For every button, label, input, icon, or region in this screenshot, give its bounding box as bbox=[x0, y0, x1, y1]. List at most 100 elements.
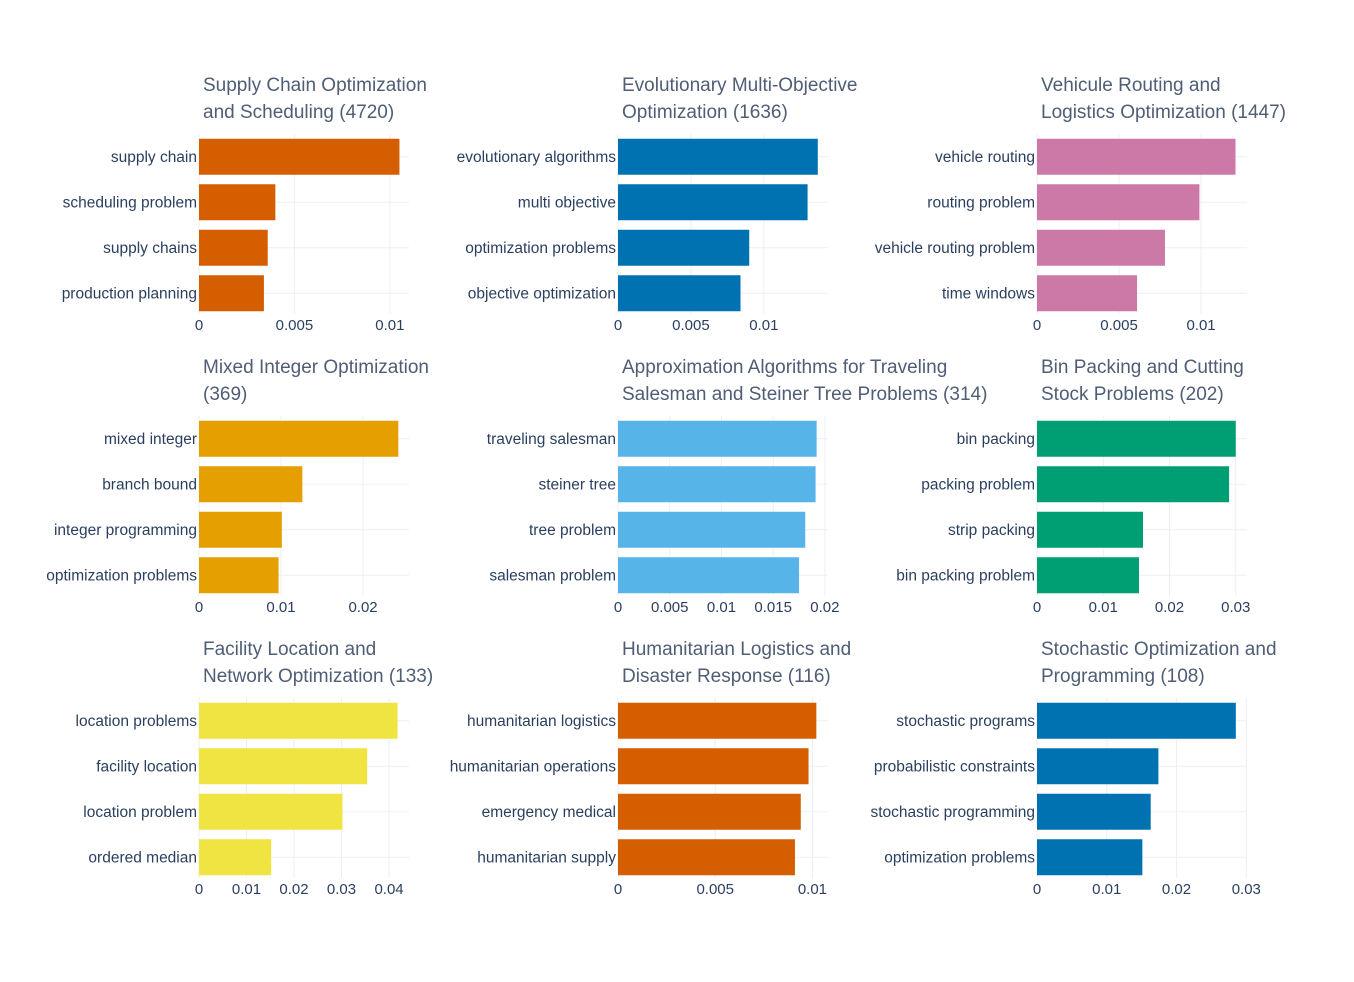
bar bbox=[199, 420, 399, 457]
category-label: vehicle routing bbox=[935, 149, 1035, 166]
category-label: evolutionary algorithms bbox=[457, 149, 617, 166]
subplot-title: Salesman and Steiner Tree Problems (314) bbox=[622, 384, 987, 405]
category-label: location problems bbox=[76, 713, 198, 730]
bar bbox=[618, 184, 808, 221]
category-label: routing problem bbox=[927, 194, 1035, 211]
x-tick-label: 0.005 bbox=[276, 317, 314, 334]
bar bbox=[199, 748, 368, 785]
bar bbox=[199, 702, 398, 739]
subplot: Bin Packing and Cutting Stock Problems (2… bbox=[896, 357, 1250, 616]
bar bbox=[199, 511, 282, 548]
bar bbox=[199, 466, 303, 503]
bar bbox=[618, 138, 818, 175]
category-label: bin packing problem bbox=[896, 567, 1035, 584]
category-label: ordered median bbox=[88, 849, 197, 866]
subplot-title: Humanitarian Logistics and bbox=[622, 639, 851, 660]
category-label: integer programming bbox=[54, 522, 197, 539]
x-tick-label: 0.015 bbox=[754, 599, 792, 616]
x-tick-label: 0.01 bbox=[1186, 317, 1215, 334]
category-label: steiner tree bbox=[538, 476, 616, 493]
category-label: optimization problems bbox=[884, 849, 1035, 866]
x-tick-label: 0 bbox=[614, 317, 622, 334]
x-tick-label: 0.01 bbox=[1089, 599, 1118, 616]
bar bbox=[1037, 275, 1138, 312]
category-label: salesman problem bbox=[489, 567, 616, 584]
category-label: time windows bbox=[942, 285, 1035, 302]
bar bbox=[618, 748, 809, 785]
subplot-title: Mixed Integer Optimization bbox=[203, 357, 429, 378]
subplot: Vehicule Routing and Logistics Optimizati… bbox=[875, 75, 1286, 334]
category-label: optimization problems bbox=[465, 240, 616, 257]
subplot-title: Evolutionary Multi-Objective bbox=[622, 75, 857, 96]
subplot-title: Facility Location and bbox=[203, 639, 376, 660]
bar bbox=[1037, 702, 1236, 739]
bar bbox=[618, 839, 795, 876]
x-tick-label: 0 bbox=[614, 881, 622, 898]
category-label: bin packing bbox=[957, 431, 1035, 448]
x-tick-label: 0 bbox=[1033, 881, 1041, 898]
x-tick-label: 0.005 bbox=[696, 881, 734, 898]
x-tick-label: 0.01 bbox=[798, 881, 827, 898]
x-tick-label: 0.01 bbox=[266, 599, 295, 616]
subplot-title: Supply Chain Optimization bbox=[203, 75, 427, 96]
category-label: production planning bbox=[62, 285, 197, 302]
subplot: Supply Chain Optimization and Scheduling … bbox=[62, 75, 427, 334]
x-tick-label: 0.02 bbox=[1155, 599, 1184, 616]
category-label: location problem bbox=[83, 804, 197, 821]
category-label: traveling salesman bbox=[487, 431, 616, 448]
x-tick-label: 0 bbox=[195, 317, 203, 334]
bar bbox=[1037, 557, 1140, 594]
bar bbox=[1037, 184, 1200, 221]
bar bbox=[618, 466, 816, 503]
category-label: mixed integer bbox=[104, 431, 197, 448]
category-label: tree problem bbox=[529, 522, 616, 539]
bar bbox=[618, 702, 817, 739]
subplot-title: and Scheduling (4720) bbox=[203, 102, 394, 123]
subplot: Facility Location and Network Optimizatio… bbox=[76, 639, 434, 898]
x-tick-label: 0.02 bbox=[348, 599, 377, 616]
category-label: stochastic programming bbox=[870, 804, 1035, 821]
bar bbox=[618, 511, 806, 548]
subplot-title: Stochastic Optimization and bbox=[1041, 639, 1277, 660]
subplot-title: Approximation Algorithms for Traveling bbox=[622, 357, 947, 378]
category-label: branch bound bbox=[102, 476, 197, 493]
subplot-title: Disaster Response (116) bbox=[622, 666, 831, 687]
x-tick-label: 0.02 bbox=[1162, 881, 1191, 898]
x-tick-label: 0.005 bbox=[651, 599, 689, 616]
x-tick-label: 0.03 bbox=[327, 881, 356, 898]
x-tick-label: 0.04 bbox=[374, 881, 403, 898]
category-label: optimization problems bbox=[46, 567, 197, 584]
category-label: supply chain bbox=[111, 149, 197, 166]
category-label: humanitarian supply bbox=[477, 849, 616, 866]
category-label: scheduling problem bbox=[63, 194, 197, 211]
category-label: packing problem bbox=[921, 476, 1035, 493]
x-tick-label: 0 bbox=[614, 599, 622, 616]
x-tick-label: 0.01 bbox=[232, 881, 261, 898]
bar bbox=[199, 557, 279, 594]
bar bbox=[1037, 466, 1230, 503]
bar bbox=[1037, 420, 1236, 457]
x-tick-label: 0.005 bbox=[672, 317, 710, 334]
bar bbox=[1037, 229, 1165, 266]
x-tick-label: 0.01 bbox=[707, 599, 736, 616]
subplot-title: Optimization (1636) bbox=[622, 102, 788, 123]
bar bbox=[618, 557, 800, 594]
bar bbox=[1037, 138, 1236, 175]
x-tick-label: 0 bbox=[1033, 599, 1041, 616]
category-label: emergency medical bbox=[482, 804, 616, 821]
subplot-title: Bin Packing and Cutting bbox=[1041, 357, 1244, 378]
category-label: probabilistic constraints bbox=[874, 758, 1035, 775]
subplot: Humanitarian Logistics and Disaster Respo… bbox=[450, 639, 852, 898]
bar bbox=[1037, 793, 1151, 830]
subplot-title: Programming (108) bbox=[1041, 666, 1205, 687]
category-label: humanitarian logistics bbox=[467, 713, 616, 730]
x-tick-label: 0.02 bbox=[279, 881, 308, 898]
category-label: stochastic programs bbox=[896, 713, 1035, 730]
category-label: humanitarian operations bbox=[450, 758, 617, 775]
subplot-title: Vehicule Routing and bbox=[1041, 75, 1221, 96]
x-tick-label: 0.01 bbox=[1092, 881, 1121, 898]
category-label: facility location bbox=[96, 758, 197, 775]
bar bbox=[618, 793, 801, 830]
subplot-title: (369) bbox=[203, 384, 247, 405]
bar bbox=[199, 138, 400, 175]
